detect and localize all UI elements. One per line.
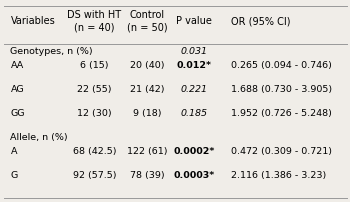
Text: A: A <box>10 147 17 156</box>
Text: 1.688 (0.730 - 3.905): 1.688 (0.730 - 3.905) <box>231 85 332 94</box>
Text: AA: AA <box>10 61 24 70</box>
Text: 0.012*: 0.012* <box>177 61 212 70</box>
Text: 9 (18): 9 (18) <box>133 109 161 118</box>
Text: 0.185: 0.185 <box>181 109 208 118</box>
Text: Control
(n = 50): Control (n = 50) <box>127 10 167 32</box>
Text: 2.116 (1.386 - 3.23): 2.116 (1.386 - 3.23) <box>231 171 326 180</box>
Text: 0.472 (0.309 - 0.721): 0.472 (0.309 - 0.721) <box>231 147 332 156</box>
Text: Genotypes, n (%): Genotypes, n (%) <box>10 47 93 56</box>
Text: 12 (30): 12 (30) <box>77 109 112 118</box>
Text: 1.952 (0.726 - 5.248): 1.952 (0.726 - 5.248) <box>231 109 332 118</box>
Text: 0.221: 0.221 <box>181 85 208 94</box>
Text: OR (95% CI): OR (95% CI) <box>231 16 290 26</box>
Text: Allele, n (%): Allele, n (%) <box>10 133 68 142</box>
Text: 0.0003*: 0.0003* <box>174 171 215 180</box>
Text: DS with HT
(n = 40): DS with HT (n = 40) <box>68 10 121 32</box>
Text: 6 (15): 6 (15) <box>80 61 109 70</box>
Text: 20 (40): 20 (40) <box>130 61 164 70</box>
Text: Variables: Variables <box>10 16 55 26</box>
Text: 68 (42.5): 68 (42.5) <box>73 147 116 156</box>
Text: 0.031: 0.031 <box>181 47 208 56</box>
Text: 78 (39): 78 (39) <box>130 171 164 180</box>
Text: P value: P value <box>176 16 212 26</box>
Text: GG: GG <box>10 109 25 118</box>
Text: 21 (42): 21 (42) <box>130 85 164 94</box>
Text: 22 (55): 22 (55) <box>77 85 112 94</box>
Text: 0.265 (0.094 - 0.746): 0.265 (0.094 - 0.746) <box>231 61 332 70</box>
Text: 0.0002*: 0.0002* <box>174 147 215 156</box>
Text: 122 (61): 122 (61) <box>127 147 167 156</box>
Text: 92 (57.5): 92 (57.5) <box>73 171 116 180</box>
Text: G: G <box>10 171 18 180</box>
Text: AG: AG <box>10 85 24 94</box>
